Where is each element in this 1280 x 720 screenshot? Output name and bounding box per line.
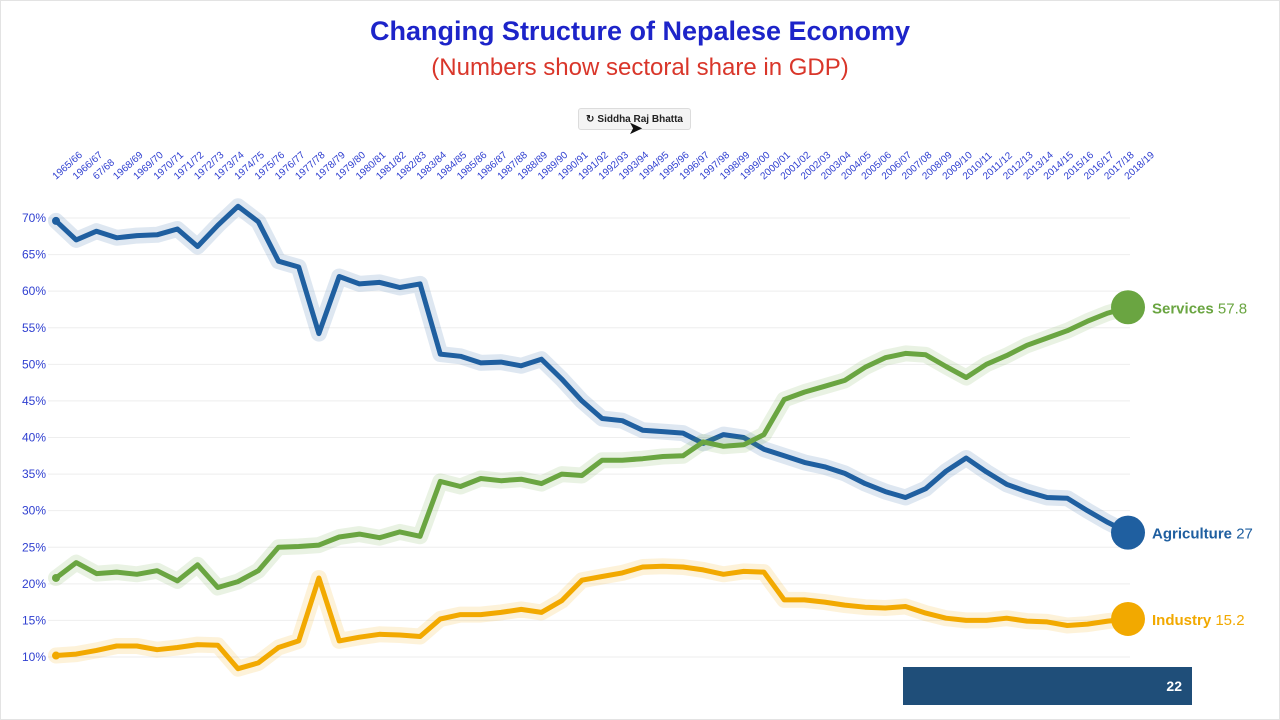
- credit-button[interactable]: ↻ Siddha Raj Bhatta: [578, 108, 691, 130]
- mouse-cursor-icon: ➤: [628, 118, 644, 138]
- y-tick-label: 30%: [22, 504, 46, 518]
- series-line-services: [53, 304, 1131, 590]
- chart-title: Changing Structure of Nepalese Economy: [369, 16, 911, 46]
- y-tick-label: 45%: [22, 394, 46, 408]
- series-start-point: [52, 573, 60, 582]
- y-tick-label: 10%: [22, 650, 46, 664]
- y-tick-label: 50%: [22, 357, 46, 371]
- series-end-label: Services 57.8: [1152, 300, 1247, 317]
- y-tick-label: 60%: [22, 284, 46, 298]
- series-line-industry: [53, 563, 1131, 672]
- series-end-label: Agriculture 27: [1152, 526, 1253, 543]
- y-tick-label: 35%: [22, 467, 46, 481]
- series-end-point: [1111, 515, 1145, 550]
- series-line-agriculture: [53, 203, 1131, 536]
- reload-icon: ↻: [586, 113, 595, 125]
- y-tick-label: 70%: [22, 211, 46, 225]
- series-end-label: Industry 15.2: [1152, 612, 1245, 629]
- series-start-point: [52, 216, 60, 225]
- slide-number-box: 22: [903, 667, 1192, 705]
- chart-subtitle: (Numbers show sectoral share in GDP): [431, 54, 849, 81]
- y-tick-label: 40%: [22, 431, 46, 445]
- series-end-value: 27: [1236, 526, 1253, 543]
- y-tick-label: 15%: [22, 613, 46, 627]
- slide-number: 22: [1166, 678, 1182, 694]
- series-start-point: [52, 651, 60, 660]
- y-tick-label: 25%: [22, 540, 46, 554]
- series-end-value: 57.8: [1218, 300, 1247, 317]
- series-end-value: 15.2: [1215, 612, 1244, 629]
- series-end-point: [1111, 290, 1145, 325]
- y-tick-label: 20%: [22, 577, 46, 591]
- series-glow: [48, 299, 1136, 596]
- y-tick-label: 55%: [22, 321, 46, 335]
- y-tick-label: 65%: [22, 248, 46, 262]
- credit-label: Siddha Raj Bhatta: [597, 113, 683, 125]
- series-end-point: [1111, 601, 1145, 636]
